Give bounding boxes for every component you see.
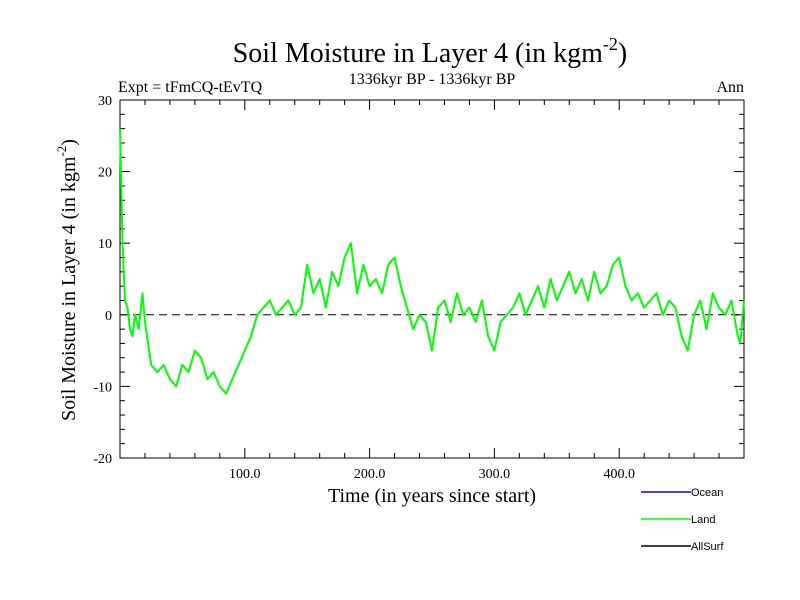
y-tick-label: 20 <box>98 166 112 181</box>
legend-label-land: Land <box>691 514 715 526</box>
legend-label-ocean: Ocean <box>691 487 723 499</box>
subtitle-right: Ann <box>716 79 744 96</box>
legend: Ocean Land AllSurf <box>641 487 724 553</box>
y-axis-label-main: Soil Moisture in Layer 4 (in kgm <box>58 156 80 421</box>
x-axis-ticks: 100.0 200.0 300.0 400.0 <box>229 100 635 482</box>
plot-frame <box>119 99 745 459</box>
y-axis-label: Soil Moisture in Layer 4 (in kgm-2) <box>54 139 80 421</box>
chart-title-main: Soil Moisture in Layer 4 (in kgm <box>233 38 603 69</box>
y-tick-label: -20 <box>93 452 112 467</box>
y-axis-label-close: ) <box>58 139 80 146</box>
y-tick-label: 0 <box>105 309 112 324</box>
x-tick-label: 100.0 <box>229 467 261 482</box>
series-line-land <box>119 128 745 395</box>
y-tick-label: 30 <box>98 94 112 109</box>
chart-title: Soil Moisture in Layer 4 (in kgm-2) <box>233 34 628 69</box>
chart-title-close: ) <box>618 38 627 69</box>
y-axis-label-sup: -2 <box>54 146 69 157</box>
subtitle-left: Expt = tFmCQ-tEvTQ <box>118 79 263 96</box>
legend-label-allsurf: AllSurf <box>691 541 724 553</box>
x-axis-label: Time (in years since start) <box>328 485 536 507</box>
y-axis-ticks: -20 -10 0 10 20 30 <box>93 94 744 467</box>
y-tick-label: 10 <box>98 237 112 252</box>
x-tick-label: 300.0 <box>479 467 511 482</box>
x-tick-label: 200.0 <box>354 467 386 482</box>
x-tick-label: 400.0 <box>603 467 635 482</box>
chart-title-sup: -2 <box>603 34 618 54</box>
series-layer <box>119 128 745 395</box>
y-tick-label: -10 <box>93 380 112 395</box>
subtitle-center: 1336kyr BP - 1336kyr BP <box>349 71 516 88</box>
minor-ticks <box>120 100 744 458</box>
